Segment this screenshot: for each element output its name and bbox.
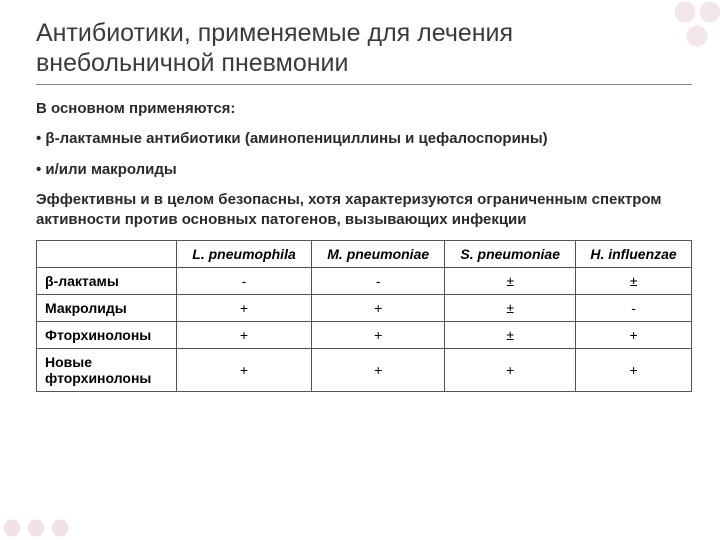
note-text: Эффективны и в целом безопасны, хотя хар…	[36, 190, 692, 231]
table-header-row: L. pneumophila M. pneumoniae S. pneumoni…	[37, 241, 692, 268]
cell: +	[312, 349, 445, 392]
col-header-2: M. pneumoniae	[312, 241, 445, 268]
cell: +	[177, 322, 312, 349]
row-label: Новые фторхинолоны	[37, 349, 177, 392]
cell: ±	[445, 268, 576, 295]
cell: +	[177, 349, 312, 392]
cell: +	[312, 295, 445, 322]
cell: +	[445, 349, 576, 392]
efficacy-table: L. pneumophila M. pneumoniae S. pneumoni…	[36, 240, 692, 392]
table-row: Фторхинолоны + + ± +	[37, 322, 692, 349]
col-header-4: H. influenzae	[576, 241, 692, 268]
col-header-empty	[37, 241, 177, 268]
col-header-3: S. pneumoniae	[445, 241, 576, 268]
bullet-2: • и/или макролиды	[36, 160, 692, 180]
cell: ±	[445, 322, 576, 349]
row-label: Фторхинолоны	[37, 322, 177, 349]
cell: +	[576, 322, 692, 349]
cell: -	[576, 295, 692, 322]
cell: -	[177, 268, 312, 295]
intro-text: В основном применяются:	[36, 99, 692, 119]
table-row: Новые фторхинолоны + + + +	[37, 349, 692, 392]
cell: +	[576, 349, 692, 392]
table-row: β-лактамы - - ± ±	[37, 268, 692, 295]
table-row: Макролиды + + ± -	[37, 295, 692, 322]
cell: +	[177, 295, 312, 322]
row-label: β-лактамы	[37, 268, 177, 295]
bullet-1: • β-лактамные антибиотики (аминопеницилл…	[36, 129, 692, 149]
cell: -	[312, 268, 445, 295]
cell: ±	[445, 295, 576, 322]
cell: +	[312, 322, 445, 349]
row-label: Макролиды	[37, 295, 177, 322]
col-header-1: L. pneumophila	[177, 241, 312, 268]
cell: ±	[576, 268, 692, 295]
slide-title: Антибиотики, применяемые для лечения вне…	[36, 18, 692, 85]
slide: Антибиотики, применяемые для лечения вне…	[0, 0, 720, 540]
